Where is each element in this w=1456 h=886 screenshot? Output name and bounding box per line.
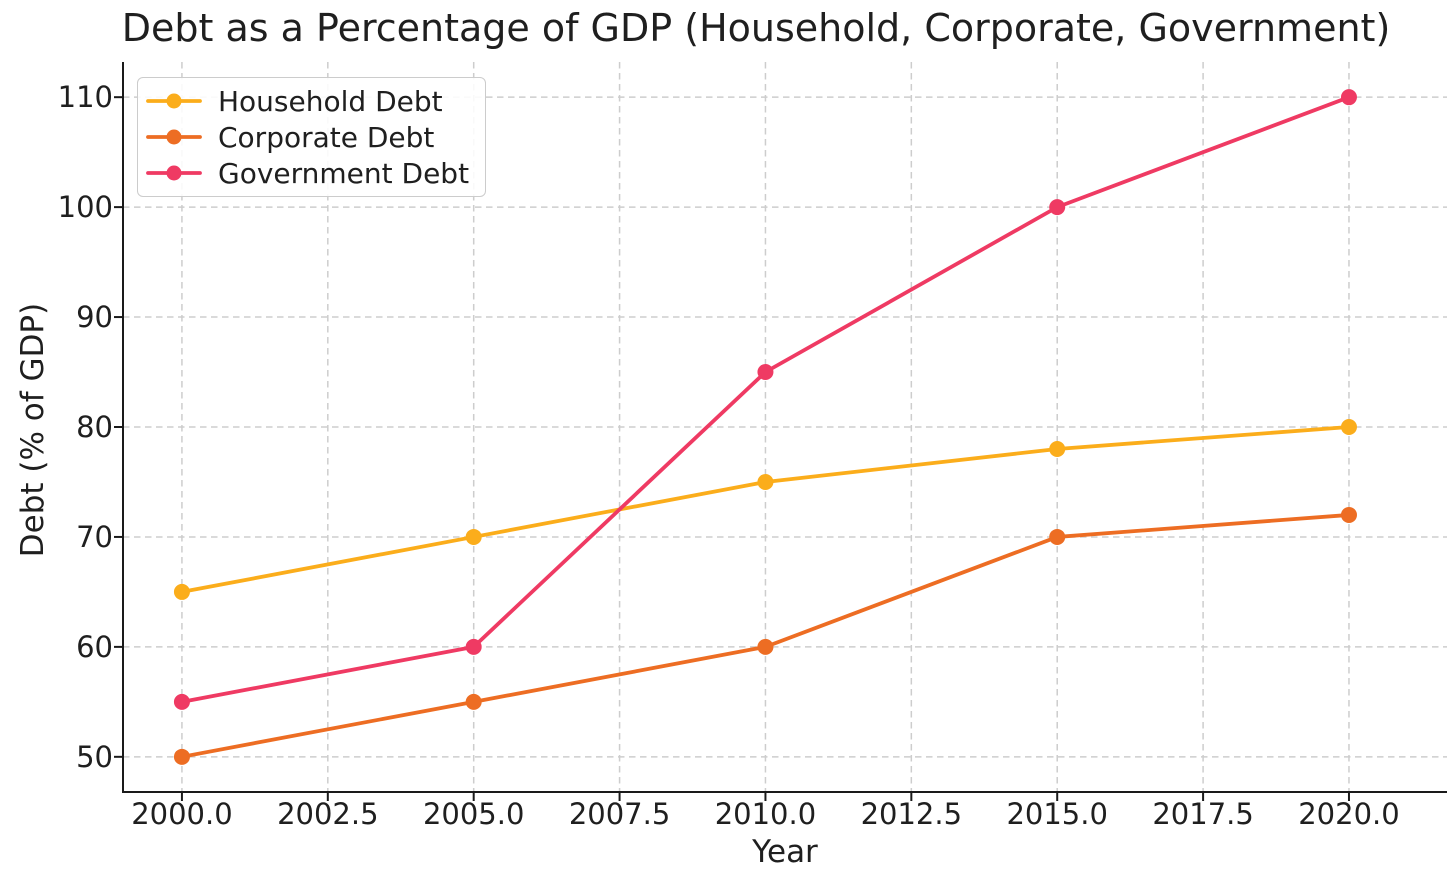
data-point: [757, 364, 774, 381]
government-debt-legend-marker-icon: [146, 165, 202, 181]
data-point: [465, 638, 482, 655]
y-tick-label: 60: [76, 630, 113, 664]
data-point: [1049, 199, 1066, 216]
data-point: [173, 693, 190, 710]
x-tick-label: 2005.0: [423, 797, 524, 831]
chart-title: Debt as a Percentage of GDP (Household, …: [121, 6, 1391, 50]
legend-row-corporate: Corporate Debt: [146, 119, 469, 155]
household-debt-legend-marker-icon: [146, 93, 202, 109]
y-axis-label: Debt (% of GDP): [15, 302, 51, 558]
data-point: [465, 693, 482, 710]
x-axis-label: Year: [752, 834, 818, 870]
legend: Household Debt Corporate Debt Government…: [137, 77, 487, 197]
legend-label-government: Government Debt: [218, 156, 470, 190]
y-tick-label: 90: [76, 300, 113, 334]
legend-row-household: Household Debt: [146, 83, 469, 119]
y-tick-label: 100: [58, 190, 113, 224]
x-tick-label: 2012.5: [861, 797, 962, 831]
x-tick-label: 2015.0: [1006, 797, 1107, 831]
data-point: [1049, 440, 1066, 457]
data-point: [173, 748, 190, 765]
y-tick-label: 70: [76, 520, 113, 554]
data-point: [1340, 89, 1357, 106]
data-point: [757, 638, 774, 655]
x-tick-label: 2017.5: [1152, 797, 1253, 831]
y-tick-label: 50: [76, 740, 113, 774]
y-tick-label: 80: [76, 410, 113, 444]
y-tick-label: 110: [58, 80, 113, 114]
x-tick-label: 2010.0: [715, 797, 816, 831]
legend-label-household: Household Debt: [218, 84, 443, 118]
x-tick-label: 2000.0: [131, 797, 232, 831]
x-tick-label: 2007.5: [569, 797, 670, 831]
data-point: [173, 583, 190, 600]
x-tick-label: 2020.0: [1298, 797, 1399, 831]
x-tick-label: 2002.5: [277, 797, 378, 831]
data-point: [757, 473, 774, 490]
legend-label-corporate: Corporate Debt: [218, 120, 435, 154]
data-point: [1049, 528, 1066, 545]
data-point: [465, 528, 482, 545]
corporate-debt-legend-marker-icon: [146, 129, 202, 145]
legend-row-government: Government Debt: [146, 155, 469, 191]
data-point: [1340, 506, 1357, 523]
data-point: [1340, 419, 1357, 435]
